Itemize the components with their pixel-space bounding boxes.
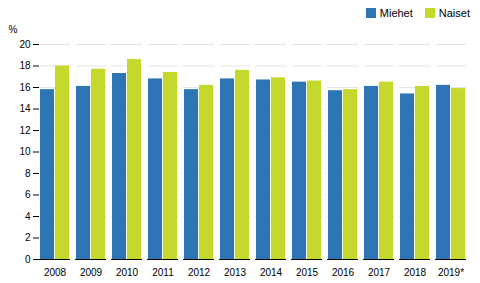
svg-text:2: 2 <box>25 232 31 243</box>
svg-text:%: % <box>9 24 18 35</box>
svg-text:2019*: 2019* <box>438 267 464 278</box>
svg-text:2013: 2013 <box>224 267 247 278</box>
svg-text:2018: 2018 <box>404 267 427 278</box>
svg-text:2016: 2016 <box>332 267 355 278</box>
svg-text:16: 16 <box>19 82 31 93</box>
svg-text:0: 0 <box>25 254 31 265</box>
svg-text:2011: 2011 <box>152 267 174 278</box>
svg-text:12: 12 <box>19 125 31 136</box>
svg-text:2014: 2014 <box>260 267 283 278</box>
svg-text:20: 20 <box>19 39 31 50</box>
svg-text:2012: 2012 <box>188 267 211 278</box>
svg-text:2008: 2008 <box>44 267 67 278</box>
svg-text:2010: 2010 <box>116 267 139 278</box>
svg-text:4: 4 <box>25 211 31 222</box>
svg-text:6: 6 <box>25 189 31 200</box>
html-text:Naiset: Naiset <box>438 7 470 19</box>
svg-text:10: 10 <box>19 146 31 157</box>
svg-text:2009: 2009 <box>80 267 103 278</box>
html-text:Miehet: Miehet <box>379 7 413 19</box>
svg-text:18: 18 <box>19 60 31 71</box>
svg-text:8: 8 <box>25 168 31 179</box>
svg-text:14: 14 <box>19 103 31 114</box>
svg-text:2015: 2015 <box>296 267 319 278</box>
svg-text:2017: 2017 <box>368 267 391 278</box>
